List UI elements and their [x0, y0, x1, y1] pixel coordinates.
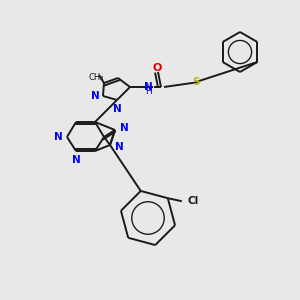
- Text: N: N: [91, 91, 100, 101]
- Text: N: N: [72, 155, 80, 165]
- Text: Cl: Cl: [188, 196, 199, 206]
- Text: N: N: [120, 123, 129, 133]
- Text: N: N: [54, 132, 63, 142]
- Text: N: N: [115, 142, 124, 152]
- Text: H: H: [145, 88, 152, 97]
- Text: S: S: [192, 77, 200, 87]
- Text: N: N: [112, 104, 122, 114]
- Text: O: O: [152, 63, 162, 73]
- Text: N: N: [144, 82, 152, 92]
- Text: CH₃: CH₃: [88, 73, 104, 82]
